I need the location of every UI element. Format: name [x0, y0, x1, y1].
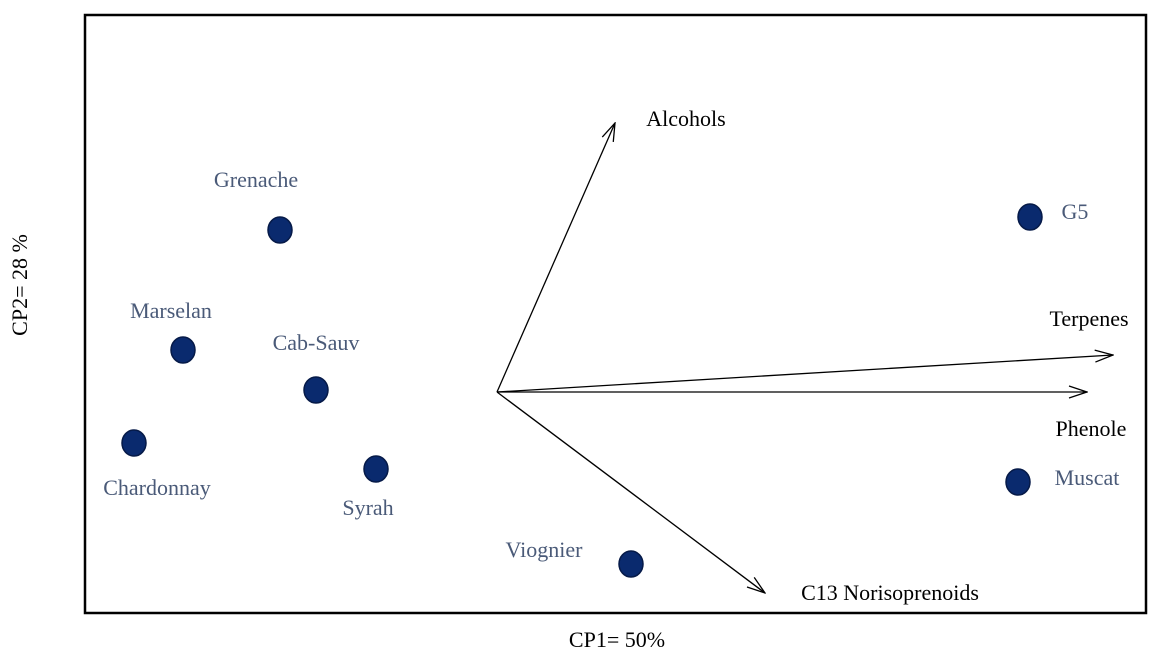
plot-frame: [83, 13, 1148, 615]
variable-label: C13 Norisoprenoids: [801, 580, 979, 605]
variable-label: Terpenes: [1049, 306, 1128, 331]
sample-point: [618, 550, 644, 578]
sample-point: [1005, 468, 1031, 496]
sample-point: [303, 376, 329, 404]
sample-point: [363, 455, 389, 483]
sample-label: Chardonnay: [103, 475, 211, 500]
x-axis-label: CP1= 50%: [569, 627, 665, 650]
variable-label: Phenole: [1056, 416, 1127, 441]
sample-point: [267, 216, 293, 244]
sample-point: [121, 429, 147, 457]
sample-label: Grenache: [214, 167, 298, 192]
loading-arrow: [496, 391, 765, 593]
sample-label: Marselan: [130, 298, 212, 323]
loading-arrow: [496, 123, 615, 393]
sample-label: Syrah: [342, 495, 393, 520]
sample-label: Muscat: [1055, 465, 1120, 490]
loading-arrow: [496, 355, 1113, 393]
sample-point: [170, 336, 196, 364]
sample-label: Viognier: [506, 537, 584, 562]
sample-label: Cab-Sauv: [273, 330, 360, 355]
sample-point: [1017, 203, 1043, 231]
variable-label: Alcohols: [646, 106, 725, 131]
y-axis-label: CP2= 28 %: [7, 234, 32, 336]
sample-label: G5: [1062, 199, 1089, 224]
